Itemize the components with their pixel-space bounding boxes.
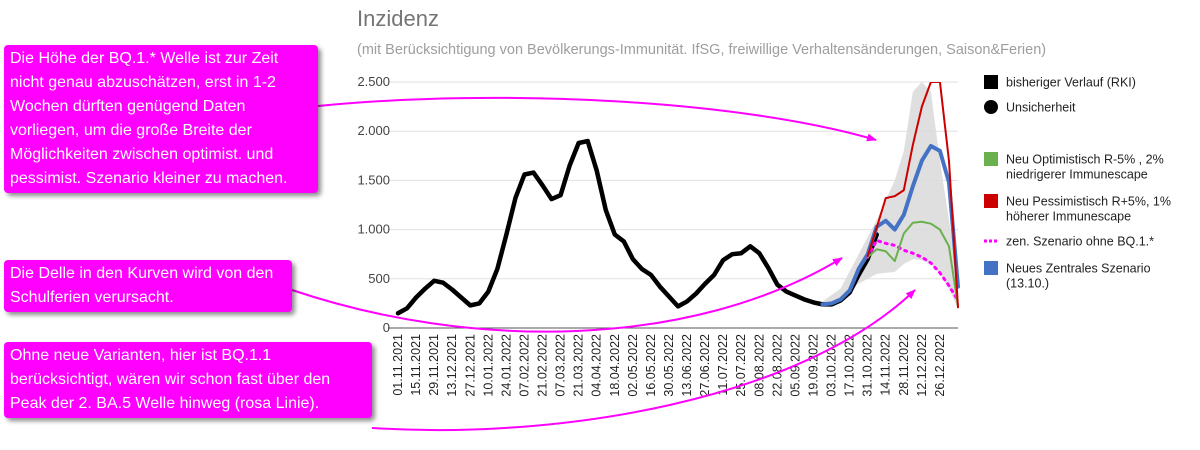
series-line-pessimistic: [866, 82, 959, 309]
series-line-central: [820, 143, 960, 307]
x-tick-label: 12.12.2022: [915, 334, 929, 397]
x-tick-label: 16.05.2022: [644, 334, 658, 397]
x-tick-label: 27.06.2022: [698, 334, 712, 397]
x-tick-label: 17.10.2022: [843, 334, 857, 397]
x-tick-label: 21.03.2022: [572, 334, 586, 397]
x-tick-label: 24.01.2022: [499, 334, 513, 397]
callout-arrow-3: [371, 289, 916, 432]
x-tick-label: 10.01.2022: [481, 334, 495, 397]
y-tick-label: 500: [368, 271, 390, 286]
legend-label: Neues Zentrales Szenario (13.10.): [1006, 262, 1151, 291]
series-lines: [395, 82, 960, 316]
x-tick-label: 02.05.2022: [626, 334, 640, 397]
series-line-history: [395, 138, 879, 316]
callout-school-holidays: Die Delle in den Kurven wird von den Sch…: [4, 260, 292, 312]
legend-label: bisheriger Verlauf (RKI): [1006, 76, 1136, 90]
x-tick-label: 14.11.2022: [879, 334, 893, 396]
uncertainty-band: [822, 82, 958, 309]
y-tick-label: 1.000: [357, 222, 390, 237]
callout-arrow-1: [317, 96, 877, 142]
x-axis-ticks: 01.11.2021 15.11.2021 29.11.2021 13.12.2021…: [391, 334, 947, 397]
x-tick-label: 08.08.2022: [752, 334, 766, 397]
uncertainty-area: [822, 82, 958, 309]
x-tick-label: 29.11.2021: [427, 334, 441, 396]
legend: bisheriger Verlauf (RKI) Unsicherheit Neu …: [984, 75, 1171, 291]
y-axis-ticks: 0 500 1.000 1.500 2.000 2.500: [357, 74, 390, 335]
x-tick-label: 30.05.2022: [662, 334, 676, 397]
x-tick-label: 28.11.2022: [897, 334, 911, 396]
x-tick-label: 27.12.2021: [463, 334, 477, 397]
x-tick-label: 03.10.2022: [825, 334, 839, 397]
x-tick-label: 31.10.2022: [861, 334, 875, 397]
y-tick-label: 0: [383, 320, 390, 335]
legend-label: Unsicherheit: [1006, 101, 1076, 115]
x-tick-label: 07.03.2022: [554, 334, 568, 397]
x-tick-label: 13.06.2022: [680, 334, 694, 397]
x-tick-label: 19.09.2022: [806, 334, 820, 397]
legend-label: zen. Szenario ohne BQ.1.*: [1006, 235, 1154, 249]
x-tick-label: 15.11.2021: [409, 334, 423, 396]
callout-arrow-2: [291, 257, 843, 333]
legend-swatch: [984, 75, 998, 89]
x-tick-label: 21.02.2022: [536, 334, 550, 397]
legend-swatch: [984, 100, 998, 114]
chart-subtitle: (mit Berücksichtigung von Bevölkerungs-I…: [357, 42, 1047, 58]
x-tick-label: 01.11.2021: [391, 334, 405, 396]
x-tick-label: 25.07.2022: [734, 334, 748, 397]
legend-swatch: [994, 239, 997, 243]
series-line-optimistic: [866, 220, 959, 308]
series-line-no_bq1: [866, 238, 960, 302]
chart-title: Inzidenz: [357, 6, 439, 31]
x-tick-label: 13.12.2021: [445, 334, 459, 397]
legend-label: Neu Optimistisch R-5% , 2% niedrigerer Im…: [1006, 153, 1164, 182]
callout-bq1-wave: Die Höhe der BQ.1.* Welle ist zur Zeit n…: [4, 45, 318, 193]
x-tick-label: 11.07.2022: [716, 334, 730, 396]
x-tick-label: 18.04.2022: [608, 334, 622, 397]
legend-swatch: [984, 261, 998, 275]
y-tick-label: 1.500: [357, 172, 390, 187]
x-tick-label: 07.02.2022: [517, 334, 531, 397]
x-tick-label: 22.08.2022: [770, 334, 784, 397]
gridlines: [388, 81, 958, 329]
y-tick-label: 2.000: [357, 123, 390, 138]
callout-no-new-variants: Ohne neue Varianten, hier ist BQ.1.1 ber…: [4, 342, 372, 418]
y-tick-label: 2.500: [357, 74, 390, 89]
callout-arrows: [291, 96, 916, 432]
legend-swatch: [989, 239, 992, 243]
legend-swatch: [984, 239, 987, 243]
legend-label: Neu Pessimistisch R+5%, 1% höherer Immune…: [1006, 195, 1171, 224]
legend-swatch: [984, 194, 998, 208]
x-tick-label: 26.12.2022: [933, 334, 947, 397]
legend-swatch: [984, 152, 998, 166]
x-tick-label: 04.04.2022: [590, 334, 604, 397]
